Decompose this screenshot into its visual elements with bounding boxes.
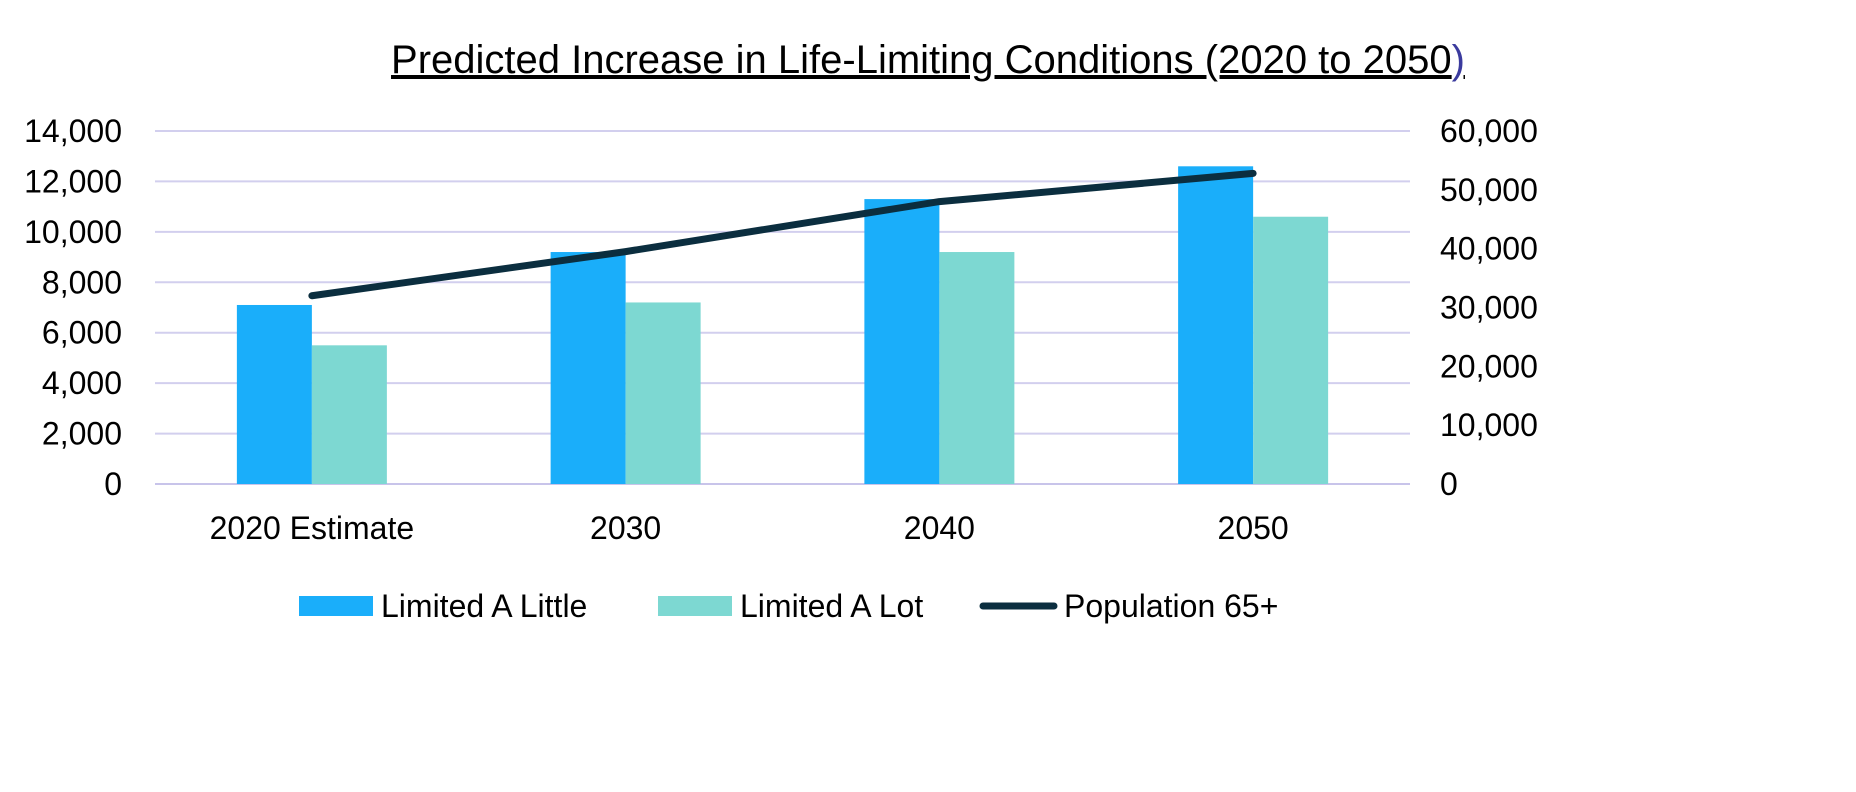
right-tick-label: 20,000 bbox=[1440, 348, 1538, 384]
category-label: 2040 bbox=[904, 510, 975, 546]
category-label: 2030 bbox=[590, 510, 661, 546]
bar-limited-a-lot bbox=[311, 345, 387, 484]
right-tick-label: 0 bbox=[1440, 466, 1458, 502]
bar-limited-a-little bbox=[864, 199, 940, 485]
left-tick-label: 14,000 bbox=[24, 113, 122, 149]
legend-label: Limited A Lot bbox=[740, 588, 923, 624]
left-tick-label: 2,000 bbox=[42, 416, 122, 452]
right-tick-label: 60,000 bbox=[1440, 113, 1538, 149]
left-tick-label: 6,000 bbox=[42, 315, 122, 351]
left-tick-label: 12,000 bbox=[24, 163, 122, 199]
bar-limited-a-lot bbox=[1253, 216, 1329, 484]
bar-limited-a-little bbox=[550, 252, 626, 484]
chart-title: Predicted Increase in Life-Limiting Cond… bbox=[391, 38, 1465, 82]
chart-title-close-paren: ) bbox=[1452, 38, 1465, 82]
bar-limited-a-lot bbox=[625, 302, 701, 484]
right-axis-tick-labels: 0 10,000 20,000 30,000 40,000 50,000 60,000 bbox=[1440, 113, 1538, 502]
left-axis-tick-labels: 0 2,000 4,000 6,000 8,000 10,000 12,000 14,000 bbox=[24, 113, 122, 502]
right-tick-label: 40,000 bbox=[1440, 231, 1538, 267]
legend-label: Population 65+ bbox=[1064, 588, 1278, 624]
line-population-65 bbox=[308, 169, 1257, 300]
category-label: 2050 bbox=[1218, 510, 1289, 546]
left-tick-label: 10,000 bbox=[24, 214, 122, 250]
bar-limited-a-little bbox=[236, 304, 312, 484]
chart-title-main: Predicted Increase in Life-Limiting Cond… bbox=[391, 38, 1452, 82]
category-labels: 2020 Estimate 2030 2040 2050 bbox=[210, 510, 1289, 546]
bar-limited-a-little bbox=[1178, 166, 1254, 485]
right-tick-label: 10,000 bbox=[1440, 407, 1538, 443]
legend-swatch-limited-a-lot bbox=[658, 596, 732, 616]
line-series bbox=[308, 169, 1257, 300]
left-tick-label: 4,000 bbox=[42, 365, 122, 401]
legend-swatch-limited-a-little bbox=[299, 596, 373, 616]
legend: Limited A Little Limited A Lot Population … bbox=[299, 588, 1278, 624]
right-tick-label: 50,000 bbox=[1440, 172, 1538, 208]
svg-text:Predicted Increase in Life-Lim: Predicted Increase in Life-Limiting Cond… bbox=[391, 38, 1465, 82]
left-tick-label: 8,000 bbox=[42, 264, 122, 300]
right-tick-label: 30,000 bbox=[1440, 290, 1538, 326]
category-label: 2020 Estimate bbox=[210, 510, 415, 546]
legend-label: Limited A Little bbox=[381, 588, 587, 624]
bar-limited-a-lot bbox=[939, 252, 1015, 484]
bar-series bbox=[236, 166, 1329, 485]
left-tick-label: 0 bbox=[104, 466, 122, 502]
